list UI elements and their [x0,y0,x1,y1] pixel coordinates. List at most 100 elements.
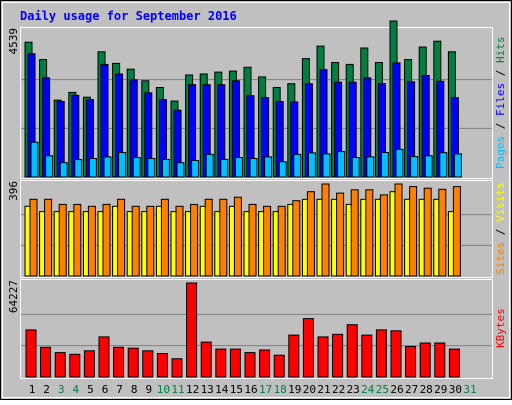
bar-kbytes-day-14 [215,348,227,378]
bar-kbytes-day-9 [142,350,154,378]
legend-sites: Sites [494,242,507,275]
panel-hits-files-pages: 4539 Pages / Files / Hits [7,20,507,179]
bar-sites-day-4 [73,203,82,277]
x-tick-label-5: 5 [87,383,94,396]
bar-sites-day-9 [146,205,155,277]
bar-pages-day-13 [205,153,214,178]
bar-pages-day-12 [191,160,200,178]
bar-sites-day-26 [394,183,403,277]
panel-visits-sites: 396 Sites / Visits [7,180,507,278]
bar-kbytes-day-12 [186,282,198,378]
bar-pages-day-9 [147,158,156,178]
bar-pages-day-6 [103,156,112,178]
bar-pages-day-24 [366,156,375,178]
legend-/: / [494,116,507,136]
bar-kbytes-day-23 [346,324,358,378]
bar-kbytes-day-8 [127,347,139,378]
bar-sites-day-30 [452,186,461,277]
bar-sites-day-20 [306,191,315,277]
chart-panels: 4539 Pages / Files / Hits 396 Sites / Visit… [7,20,507,379]
bar-sites-day-27 [409,186,418,277]
bar-sites-day-2 [44,198,53,277]
bar-kbytes-day-19 [288,334,300,378]
bar-kbytes-day-16 [244,352,256,378]
panel-border [20,180,493,278]
legend-hits: Hits [494,37,507,64]
bar-kbytes-day-10 [156,353,168,378]
x-tick-label-18: 18 [274,383,287,396]
bar-sites-day-11 [175,205,184,277]
bar-kbytes-day-21 [317,336,329,378]
bar-sites-day-8 [131,205,140,277]
bar-pages-day-29 [439,152,448,178]
bar-kbytes-day-2 [40,346,52,378]
x-tick-label-29: 29 [434,383,447,396]
bar-pages-day-28 [424,155,433,178]
bar-pages-day-4 [74,159,83,178]
x-tick-label-6: 6 [102,383,109,396]
y-max-label: 396 [7,181,20,201]
bar-kbytes-day-17 [259,349,271,378]
bar-sites-day-7 [117,198,126,277]
x-tick-label-10: 10 [157,383,170,396]
x-tick-label-21: 21 [317,383,330,396]
bar-sites-day-12 [190,203,199,277]
bar-kbytes-day-28 [419,342,431,378]
bar-pages-day-14 [220,158,229,178]
panel-kbytes: 64227 KBytes [7,279,507,379]
panel-border [20,27,493,179]
x-tick-label-15: 15 [230,383,243,396]
bar-pages-day-19 [293,153,302,178]
x-tick-label-3: 3 [58,383,65,396]
x-tick-label-23: 23 [347,383,360,396]
bar-sites-day-18 [277,205,286,277]
x-tick-label-27: 27 [405,383,418,396]
x-tick-label-4: 4 [72,383,79,396]
bar-sites-day-25 [379,194,388,277]
bar-pages-day-1 [30,141,39,178]
series-legend-label: Sites / Visits [494,182,507,275]
bar-kbytes-day-11 [171,358,183,378]
bar-sites-day-16 [248,203,257,277]
bar-sites-day-5 [87,205,96,277]
x-tick-label-16: 16 [244,383,257,396]
bar-sites-day-1 [29,198,38,277]
bar-sites-day-21 [321,183,330,277]
bar-kbytes-day-27 [405,346,417,378]
bar-kbytes-day-3 [54,352,66,378]
legend-kbytes: KBytes [494,308,507,348]
bar-pages-day-20 [307,152,316,178]
bar-kbytes-day-4 [69,353,81,378]
series-legend-label: Pages / Files / Hits [494,37,507,170]
legend-/: / [494,222,507,242]
chart-frame-inner [2,2,510,398]
y-max-label: 4539 [7,28,20,55]
bar-pages-day-8 [132,157,141,178]
bar-kbytes-day-13 [200,341,212,378]
bar-sites-day-3 [58,203,67,277]
x-axis-labels: 1 2 3 4 5 6 7 8 9 10 11 12 13 14 15 16 17 18 19 20 21 22 23 24 2… [29,383,477,396]
x-tick-label-28: 28 [420,383,433,396]
bar-pages-day-25 [380,152,389,178]
bar-pages-day-10 [161,158,170,178]
x-tick-label-12: 12 [186,383,199,396]
bar-pages-day-2 [45,155,54,178]
bar-kbytes-day-1 [25,329,37,378]
bar-kbytes-day-26 [390,330,402,378]
bar-pages-day-26 [395,148,404,178]
bar-sites-day-15 [233,196,242,277]
bar-pages-day-16 [249,158,258,178]
bar-pages-day-22 [337,151,346,178]
y-max-label: 64227 [7,280,20,313]
bar-kbytes-day-20 [302,318,314,378]
bar-pages-day-27 [410,156,419,178]
x-tick-label-20: 20 [303,383,316,396]
bar-pages-day-11 [176,162,185,178]
bar-sites-day-23 [350,189,359,277]
bar-sites-day-10 [160,198,169,277]
x-tick-label-9: 9 [145,383,152,396]
bar-kbytes-day-30 [448,348,460,378]
bar-kbytes-day-24 [361,334,373,378]
legend-/: / [494,63,507,83]
